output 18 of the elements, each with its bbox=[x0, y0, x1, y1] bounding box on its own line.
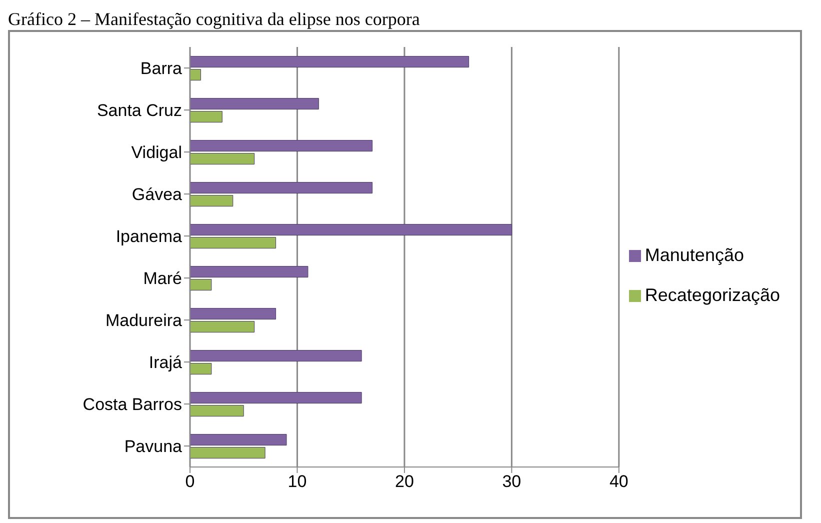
y-tick-label: Costa Barros bbox=[82, 395, 182, 414]
legend-label: Recategorização bbox=[644, 284, 780, 304]
y-tick-label: Vidigal bbox=[131, 143, 182, 162]
y-tick-label: Irajá bbox=[148, 353, 183, 372]
legend-label: Manutenção bbox=[644, 244, 744, 264]
y-tick-label: Gávea bbox=[132, 185, 183, 204]
x-tick-label: 40 bbox=[609, 472, 628, 492]
y-tick-label: Madureira bbox=[105, 311, 183, 330]
y-tick-label: Ipanema bbox=[116, 227, 183, 246]
x-tick-label: 30 bbox=[502, 472, 522, 492]
chart-title: Gráfico 2 – Manifestação cognitiva da elipse nos corpora bbox=[8, 8, 421, 30]
y-tick-label: Maré bbox=[143, 269, 182, 288]
y-tick-label: Santa Cruz bbox=[96, 101, 182, 120]
y-tick-label: Barra bbox=[140, 59, 183, 78]
x-tick-label: 20 bbox=[394, 472, 414, 492]
y-tick-label: Pavuna bbox=[124, 437, 183, 456]
x-tick-label: 0 bbox=[185, 472, 195, 492]
x-tick-label: 10 bbox=[288, 472, 307, 492]
